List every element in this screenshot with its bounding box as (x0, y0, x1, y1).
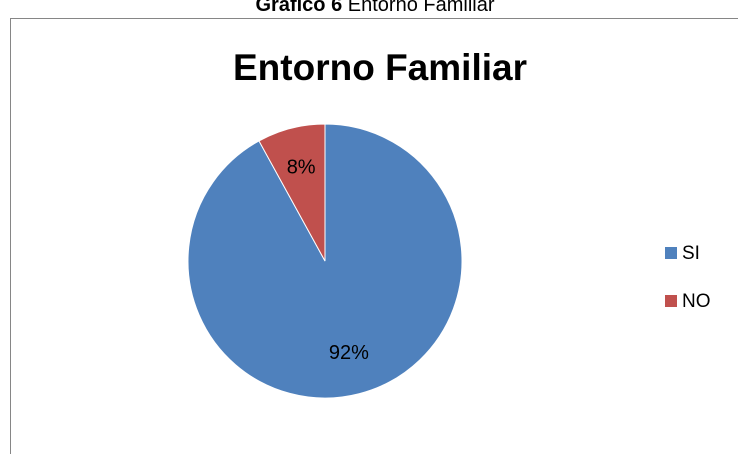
legend-swatch (665, 295, 677, 307)
data-label: 92% (329, 342, 369, 364)
caption-text: Entorno Familiar (348, 0, 495, 16)
chart-title: Entorno Familiar (233, 47, 527, 88)
caption: Gráfico 6 Entorno Familiar (256, 0, 495, 16)
legend-swatch (665, 247, 677, 259)
legend-label: NO (682, 291, 711, 312)
data-label: 8% (287, 156, 316, 178)
legend-label: SI (682, 243, 700, 264)
caption-label: Gráfico 6 (256, 0, 343, 16)
